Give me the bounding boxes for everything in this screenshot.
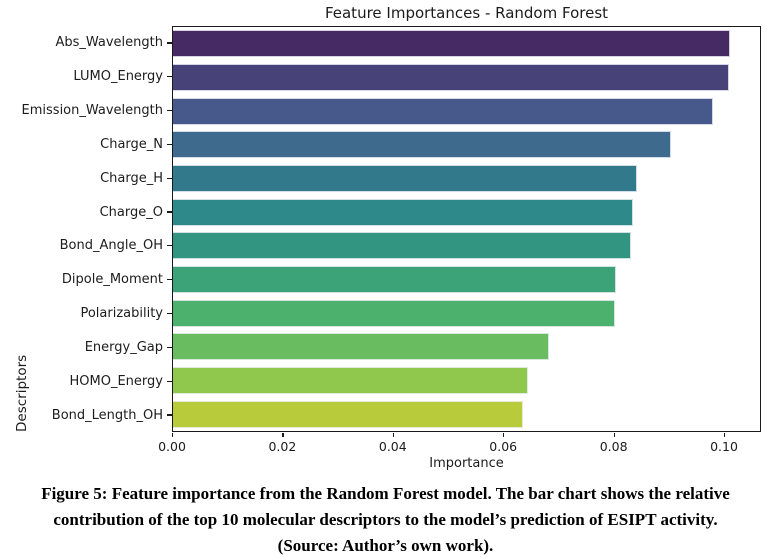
- caption-line: (Source: Author’s own work).: [277, 536, 494, 555]
- y-tick-label: Charge_N: [100, 136, 163, 152]
- bar-Bond_Angle_OH: [173, 232, 632, 260]
- x-tick-mark: [172, 433, 174, 437]
- y-tick-mark: [167, 109, 172, 112]
- y-tick-label: Bond_Angle_OH: [59, 238, 163, 254]
- y-tick-label: Charge_O: [99, 204, 163, 220]
- x-axis-label: Importance: [429, 456, 504, 471]
- x-tick-label: 0.06: [489, 439, 518, 454]
- chart-title: Feature Importances - Random Forest: [324, 4, 609, 22]
- y-tick-mark: [167, 42, 172, 44]
- x-tick-mark: [613, 433, 615, 437]
- y-tick-labels: Abs_Wavelength LUMO_Energy Emission_Wavele…: [0, 26, 172, 432]
- x-tick-mark: [282, 433, 284, 437]
- y-tick-mark: [167, 414, 172, 416]
- y-tick-label: LUMO_Energy: [73, 69, 163, 85]
- bar-HOMO_Energy: [173, 367, 528, 395]
- bar-Abs_Wavelength: [173, 30, 731, 58]
- figure-caption: Figure 5: Feature importance from the Ra…: [0, 481, 771, 557]
- y-tick-label: Charge_H: [100, 170, 163, 186]
- x-tick-mark: [724, 433, 726, 437]
- bar-Polarizability: [173, 299, 615, 327]
- y-tick-mark: [167, 76, 172, 78]
- caption-line: contribution of the top 10 molecular des…: [53, 510, 718, 529]
- y-tick-label: Emission_Wavelength: [21, 103, 163, 119]
- x-tick-label: 0.04: [378, 439, 407, 454]
- caption-line: Figure 5: Feature importance from the Ra…: [41, 484, 730, 503]
- y-tick-label: Dipole_Moment: [61, 272, 163, 288]
- y-tick-mark: [167, 211, 172, 213]
- y-tick-mark: [167, 312, 172, 315]
- x-tick-labels: 0.00 0.02 0.04 0.06 0.08 0.10: [158, 432, 761, 456]
- x-tick-mark: [503, 433, 505, 437]
- bar-Charge_H: [173, 165, 637, 193]
- y-tick-mark: [167, 279, 172, 281]
- y-tick-mark: [167, 245, 172, 247]
- y-tick-mark: [167, 143, 172, 145]
- x-tick-label: 0.10: [710, 439, 738, 454]
- y-tick-mark: [167, 177, 172, 179]
- y-tick-mark: [167, 380, 172, 382]
- bar-Charge_N: [173, 131, 672, 159]
- y-tick-label: Abs_Wavelength: [55, 35, 163, 51]
- y-tick-label: Polarizability: [80, 306, 163, 322]
- x-tick-label: 0.02: [268, 439, 297, 454]
- x-tick-mark: [392, 433, 394, 437]
- plot-area: [172, 26, 761, 432]
- x-tick-label: 0.00: [158, 439, 186, 454]
- bar-Energy_Gap: [173, 333, 549, 361]
- bar-Dipole_Moment: [173, 266, 617, 294]
- y-tick-label: HOMO_Energy: [69, 373, 163, 389]
- y-tick-label: Bond_Length_OH: [51, 407, 163, 423]
- bar-Charge_O: [173, 198, 633, 226]
- y-tick-mark: [167, 346, 172, 348]
- bar-LUMO_Energy: [173, 64, 729, 91]
- y-tick-label: Energy_Gap: [84, 339, 163, 355]
- x-tick-label: 0.08: [599, 439, 628, 454]
- bar-Emission_Wavelength: [173, 97, 714, 125]
- bar-Bond_Length_OH: [173, 400, 524, 428]
